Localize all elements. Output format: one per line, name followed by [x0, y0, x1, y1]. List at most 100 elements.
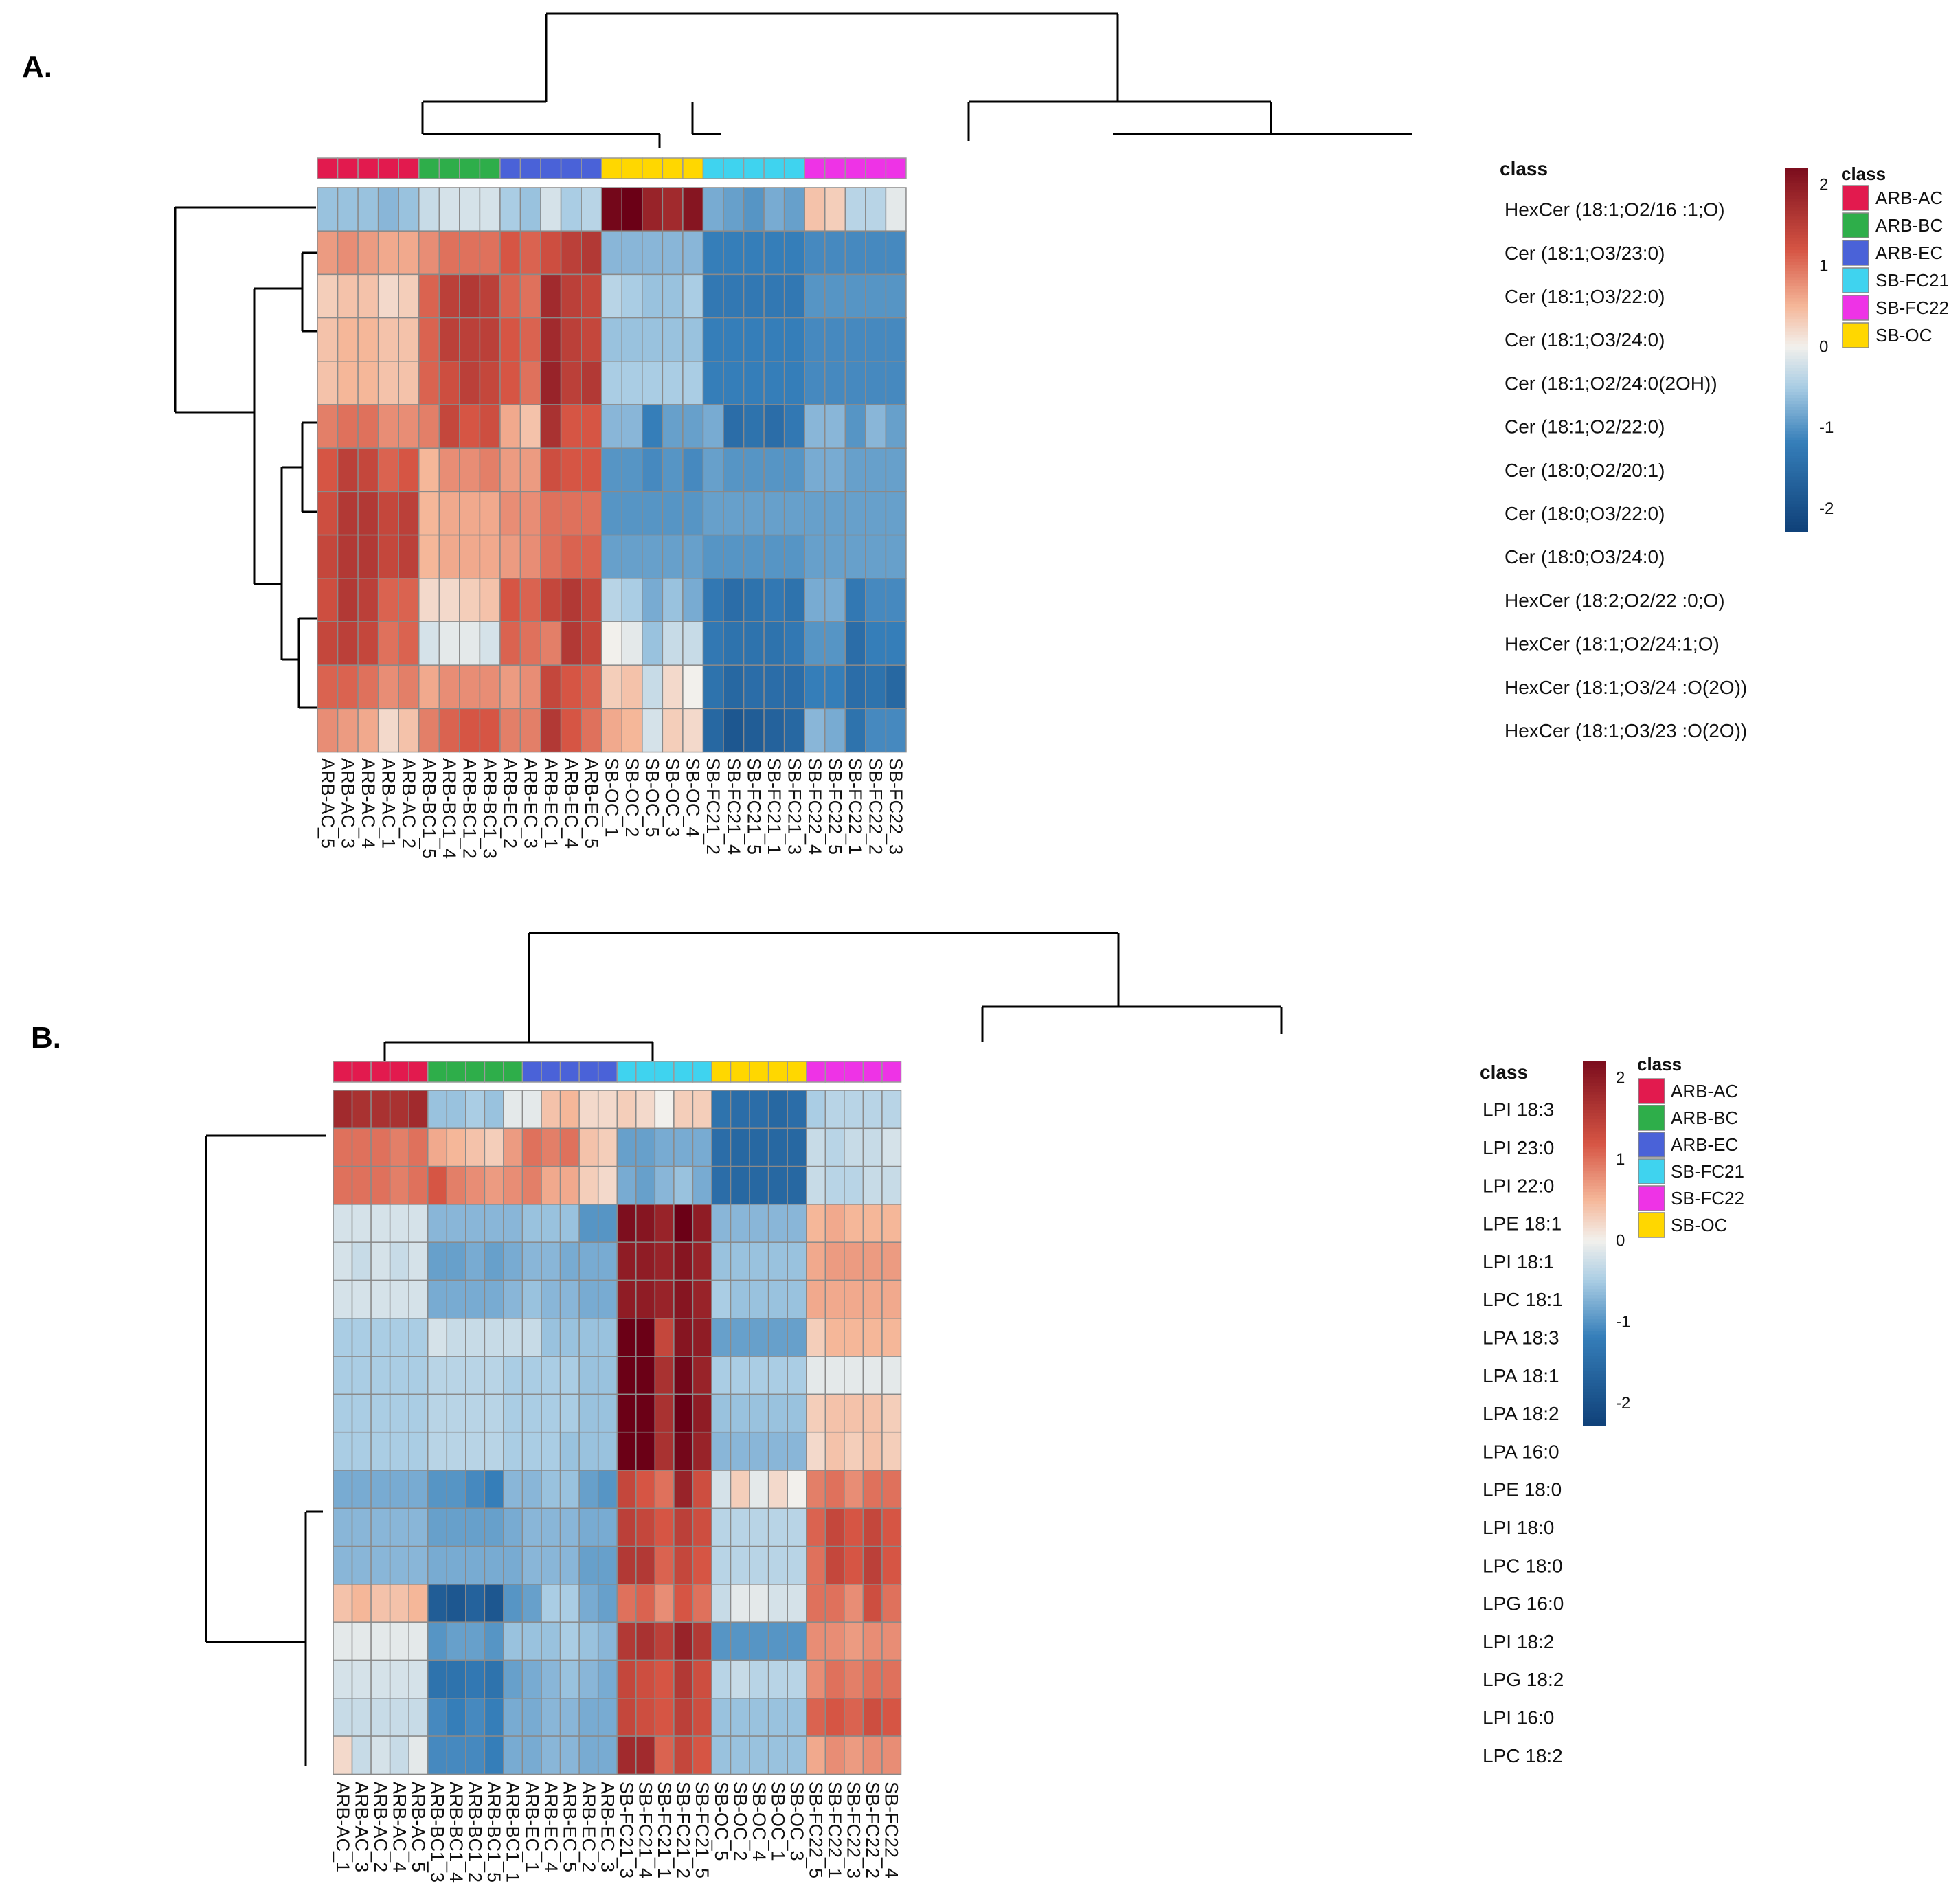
- heatmap-cell: [621, 664, 643, 710]
- heatmap-cell: [824, 447, 846, 493]
- heatmap-cell: [438, 317, 460, 362]
- heatmap-cell: [865, 273, 887, 319]
- column-label: SB-FC22_4: [804, 758, 825, 855]
- heatmap-cell: [465, 1584, 486, 1623]
- legend-swatch: [1638, 1132, 1665, 1158]
- heatmap-cell: [559, 1165, 580, 1205]
- heatmap-cell: [711, 1127, 732, 1167]
- heatmap-cell: [389, 1659, 409, 1699]
- heatmap-cell: [317, 491, 339, 536]
- heatmap-cell: [427, 1356, 448, 1395]
- heatmap-cell: [446, 1621, 466, 1661]
- row-label: LPI 23:0: [1483, 1137, 1554, 1158]
- color-scale-swatch: [1785, 256, 1808, 260]
- color-scale-swatch: [1583, 1103, 1606, 1108]
- color-scale-swatch: [1583, 1349, 1606, 1353]
- row-labels-a: HexCer (18:1;O2/16 :1;O) Cer (18:1;O3/23:…: [1505, 199, 1747, 741]
- heatmap-cell: [465, 1127, 486, 1167]
- color-scale-swatch: [1583, 1088, 1606, 1093]
- heatmap-cell: [333, 1621, 353, 1661]
- legend-title-b: class: [1637, 1054, 1682, 1075]
- color-scale-swatch: [1785, 319, 1808, 324]
- heatmap-cell: [578, 1356, 599, 1395]
- heatmap-cell: [635, 1470, 656, 1509]
- column-label: ARB-AC_3: [351, 1782, 372, 1872]
- heatmap-cell: [723, 273, 745, 319]
- column-label: SB-OC_3: [787, 1782, 807, 1861]
- heatmap-cell: [635, 1165, 656, 1205]
- color-scale-swatch: [1583, 1082, 1606, 1087]
- heatmap-cell: [333, 1356, 353, 1395]
- heatmap-cell: [446, 1735, 466, 1775]
- color-scale-swatch: [1583, 1274, 1606, 1278]
- heatmap-cell: [427, 1584, 448, 1623]
- heatmap-cell: [824, 1127, 845, 1167]
- row-label: HexCer (18:1;O2/24:1;O): [1505, 633, 1720, 655]
- heatmap-cell: [408, 1393, 429, 1433]
- heatmap-cell: [621, 621, 643, 666]
- heatmap-cell: [351, 1507, 372, 1547]
- heatmap-cell: [702, 708, 724, 753]
- heatmap-cell: [763, 361, 785, 405]
- heatmap-cell: [711, 1318, 732, 1357]
- color-scale-swatch: [1583, 1237, 1606, 1241]
- heatmap-cell: [427, 1165, 448, 1205]
- heatmap-cell: [711, 1393, 732, 1433]
- heatmap-cell: [787, 1735, 807, 1775]
- heatmap-cell: [581, 273, 602, 319]
- color-scale-swatch: [1785, 183, 1808, 188]
- heatmap-cell: [560, 491, 582, 536]
- heatmap-cell: [519, 664, 541, 710]
- heatmap-cell: [844, 1698, 864, 1737]
- heatmap-cell: [581, 708, 602, 753]
- heatmap-cell: [418, 404, 440, 449]
- heatmap-cell: [519, 708, 541, 753]
- heatmap-cell: [317, 664, 339, 710]
- color-scale-swatch: [1583, 1322, 1606, 1327]
- heatmap-cell: [484, 1204, 504, 1243]
- color-scale-swatch: [1785, 464, 1808, 469]
- heatmap-cell: [881, 1318, 902, 1357]
- color-scale-swatch: [1583, 1295, 1606, 1299]
- color-scale-swatch: [1785, 480, 1808, 484]
- heatmap-cell: [662, 447, 684, 493]
- heatmap-cell: [465, 1621, 486, 1661]
- heatmap-cell: [767, 1431, 788, 1471]
- heatmap-cell: [333, 1431, 353, 1471]
- heatmap-cell: [616, 1393, 637, 1433]
- heatmap-cell: [749, 1165, 769, 1205]
- color-scale-swatch: [1583, 1173, 1606, 1178]
- color-scale-swatch: [1583, 1364, 1606, 1369]
- heatmap-cell: [484, 1545, 504, 1585]
- color-scale-swatch: [1785, 528, 1808, 532]
- column-label: SB-OC_4: [683, 758, 703, 838]
- color-scale-swatch: [1583, 1401, 1606, 1406]
- color-scale-swatch: [1785, 392, 1808, 396]
- heatmap-cell: [398, 708, 420, 753]
- heatmap-cell: [885, 578, 907, 622]
- color-scale-swatch: [1785, 370, 1808, 375]
- heatmap-cell: [673, 1470, 694, 1509]
- heatmap-cell: [787, 1241, 807, 1281]
- class-bar-cell: [398, 157, 420, 179]
- heatmap-cell: [418, 664, 440, 710]
- color-scale-swatch: [1785, 286, 1808, 290]
- heatmap-cell: [484, 1127, 504, 1167]
- heatmap-cell: [578, 1698, 599, 1737]
- heatmap-cell: [317, 230, 339, 276]
- heatmap-cell: [865, 621, 887, 666]
- heatmap-cell: [600, 317, 623, 362]
- heatmap-cell: [730, 1431, 750, 1471]
- heatmap-cell: [881, 1659, 902, 1699]
- heatmap-cell: [377, 317, 399, 362]
- heatmap-cell: [804, 491, 826, 536]
- column-label: SB-OC_2: [730, 1782, 750, 1861]
- color-scale-swatch: [1785, 510, 1808, 514]
- row-labels-b: LPI 18:3 LPI 23:0 LPI 22:0 LPE 18:1 LPI 18:1…: [1483, 1099, 1564, 1766]
- heatmap-cell: [654, 1431, 675, 1471]
- heatmap-cell: [541, 1735, 561, 1775]
- heatmap-cell: [654, 1356, 675, 1395]
- heatmap-cell: [389, 1735, 409, 1775]
- heatmap-cell: [844, 1204, 864, 1243]
- heatmap-cell: [465, 1659, 486, 1699]
